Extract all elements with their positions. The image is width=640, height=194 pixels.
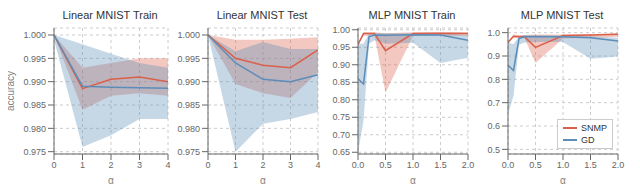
svg-text:2: 2	[260, 160, 265, 170]
svg-text:0.8: 0.8	[487, 75, 500, 85]
svg-text:0.85: 0.85	[332, 77, 350, 87]
svg-text:0.95: 0.95	[332, 42, 350, 52]
svg-text:0.990: 0.990	[177, 77, 200, 87]
svg-text:3: 3	[137, 160, 142, 170]
svg-text:0.975: 0.975	[23, 147, 46, 157]
html-text:MLP MNIST Train: MLP MNIST Train	[368, 9, 456, 21]
svg-text:1.0: 1.0	[407, 160, 420, 170]
svg-text:α: α	[410, 175, 416, 184]
svg-text:0.0: 0.0	[352, 160, 365, 170]
svg-text:3: 3	[288, 160, 293, 170]
svg-text:0.0: 0.0	[502, 160, 515, 170]
svg-text:1: 1	[233, 160, 238, 170]
svg-text:α: α	[260, 175, 266, 184]
svg-text:2.0: 2.0	[462, 160, 475, 170]
svg-text:0: 0	[205, 160, 210, 170]
svg-text:1.000: 1.000	[177, 30, 200, 40]
svg-text:accuracy: accuracy	[8, 71, 16, 111]
svg-text:0.9: 0.9	[487, 51, 500, 61]
svg-text:0.980: 0.980	[23, 124, 46, 134]
svg-text:0.5: 0.5	[487, 145, 500, 155]
html-text:SNMP: SNMP	[581, 123, 607, 133]
svg-text:0.5: 0.5	[529, 160, 542, 170]
svg-text:α: α	[560, 175, 566, 184]
svg-text:0.985: 0.985	[23, 100, 46, 110]
svg-text:1.5: 1.5	[584, 160, 597, 170]
svg-text:1.5: 1.5	[434, 160, 447, 170]
svg-text:0.6: 0.6	[487, 121, 500, 131]
svg-text:0: 0	[51, 160, 56, 170]
svg-text:0.70: 0.70	[332, 130, 350, 140]
html-text:MLP MNIST Test: MLP MNIST Test	[520, 9, 604, 21]
svg-text:1.000: 1.000	[23, 30, 46, 40]
svg-text:1.00: 1.00	[332, 25, 350, 35]
svg-text:0.975: 0.975	[177, 147, 200, 157]
svg-text:1: 1	[80, 160, 85, 170]
svg-text:1.0: 1.0	[557, 160, 570, 170]
svg-text:0.80: 0.80	[332, 95, 350, 105]
svg-text:0.995: 0.995	[23, 54, 46, 64]
svg-text:0.65: 0.65	[332, 147, 350, 157]
html-text:Linear MNIST Test: Linear MNIST Test	[216, 9, 308, 21]
svg-text:0.7: 0.7	[487, 98, 500, 108]
svg-text:0.995: 0.995	[177, 54, 200, 64]
svg-text:2.0: 2.0	[612, 160, 625, 170]
svg-text:0.985: 0.985	[177, 100, 200, 110]
html-text:Linear MNIST Train: Linear MNIST Train	[62, 9, 158, 21]
svg-text:1.0: 1.0	[487, 28, 500, 38]
svg-text:α: α	[108, 175, 114, 184]
svg-text:0.90: 0.90	[332, 60, 350, 70]
html-text:GD: GD	[581, 135, 595, 145]
svg-text:0.990: 0.990	[23, 77, 46, 87]
svg-text:0.980: 0.980	[177, 124, 200, 134]
svg-text:0.5: 0.5	[379, 160, 392, 170]
svg-text:0.75: 0.75	[332, 112, 350, 122]
svg-text:4: 4	[315, 160, 320, 170]
svg-text:2: 2	[108, 160, 113, 170]
svg-text:4: 4	[165, 160, 170, 170]
